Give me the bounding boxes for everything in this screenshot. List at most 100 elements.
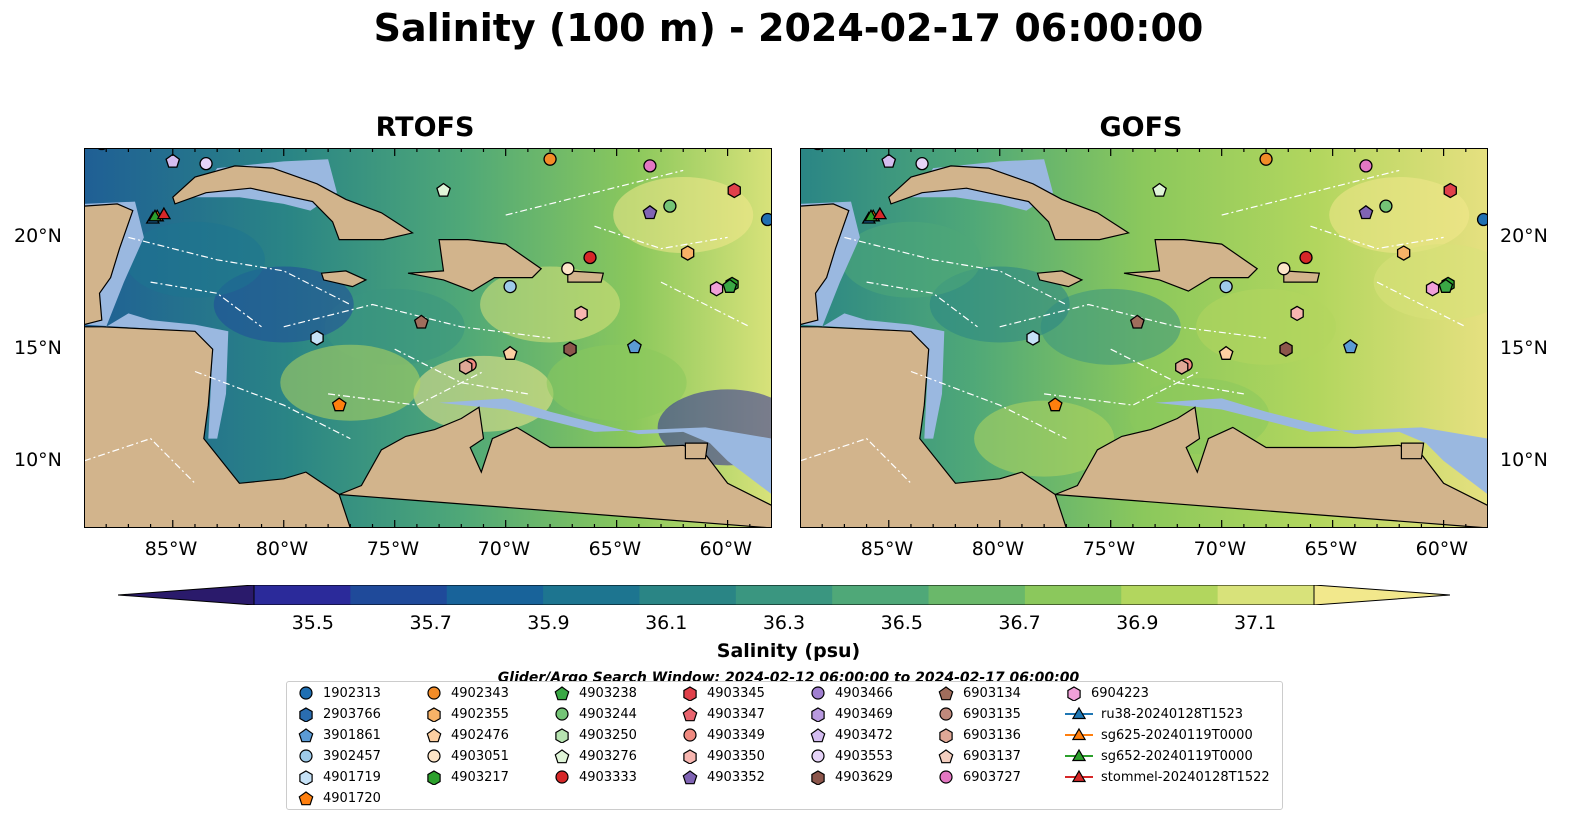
legend-label: 4903466 — [835, 685, 893, 701]
colorbar-tick-label: 35.7 — [409, 612, 452, 634]
colorbar-bin — [735, 585, 833, 605]
lat-tick-label-left: 15°N — [14, 337, 62, 360]
salinity-patch — [974, 400, 1115, 477]
legend-label: 4903350 — [707, 748, 765, 764]
eez-boundary — [328, 370, 484, 406]
colorbar-extend-high — [1313, 585, 1450, 605]
legend-item: sg652-20240119T0000 — [1065, 748, 1253, 764]
legend-item: 4903350 — [681, 748, 765, 764]
land-trinidad — [1400, 442, 1425, 460]
panel-title-rtofs: RTOFS — [375, 112, 475, 143]
legend-label: 4903349 — [707, 727, 765, 743]
legend-item: sg625-20240119T0000 — [1065, 727, 1253, 743]
land-cuba — [172, 165, 415, 241]
legend-marker-triangle-icon — [1065, 706, 1093, 720]
legend-label: 6903136 — [963, 727, 1021, 743]
map-rtofs — [84, 148, 772, 528]
marker-4902476 — [1218, 345, 1234, 360]
marker-4902343 — [1259, 152, 1273, 166]
legend-marker-hexagon-icon — [299, 770, 313, 785]
land-yucatan — [800, 203, 850, 326]
land-puertoRico — [1283, 270, 1321, 283]
legend-item: 4903250 — [553, 727, 637, 743]
lon-tick-label: 60°W — [699, 538, 753, 560]
legend-label: 4903469 — [835, 706, 893, 722]
eez-boundary — [660, 281, 751, 328]
legend-label: 4903345 — [707, 685, 765, 701]
legend-marker-pentagon-icon — [554, 749, 570, 764]
marker-4903238 — [722, 278, 738, 293]
legend-label: 4903333 — [579, 769, 637, 785]
legend-item: 4902343 — [425, 685, 509, 701]
legend-item: 6903134 — [937, 685, 1021, 701]
legend-label: 4901720 — [323, 790, 381, 806]
legend-item: 4903276 — [553, 748, 637, 764]
eez-boundary — [1044, 370, 1200, 406]
legend-item: 6903137 — [937, 748, 1021, 764]
lon-tick-label: 80°W — [255, 538, 309, 560]
land-jamaica — [320, 270, 368, 288]
eez-boundary — [910, 370, 1067, 440]
legend-marker-pentagon-icon — [810, 728, 826, 743]
colorbar-bin — [446, 585, 544, 605]
legend-marker-circle-icon — [427, 749, 441, 763]
land-centralAm — [800, 326, 1067, 528]
legend-label: 4903238 — [579, 685, 637, 701]
marker-4903350 — [574, 305, 588, 322]
legend-item: 1902313 — [297, 685, 381, 701]
legend-label: 2903766 — [323, 706, 381, 722]
legend-label: 4902476 — [451, 727, 509, 743]
marker-6903136 — [1175, 359, 1189, 375]
land-centralAm — [84, 326, 351, 528]
marker-4902355 — [680, 245, 695, 261]
legend-label: 4903347 — [707, 706, 765, 722]
salinity-patch — [546, 344, 687, 421]
eez-boundary — [283, 303, 551, 339]
lon-tick-label: 85°W — [144, 538, 198, 560]
legend-marker-pentagon-icon — [938, 686, 954, 701]
legend-item: 6903136 — [937, 727, 1021, 743]
colorbar-tick-label: 35.5 — [291, 612, 335, 634]
legend-label: 4902343 — [451, 685, 509, 701]
marker-4903051 — [561, 262, 575, 276]
legend-item: 4903347 — [681, 706, 765, 722]
legend-item: 4901720 — [297, 790, 381, 806]
salinity-patch — [840, 221, 981, 298]
marker-1902313 — [760, 212, 772, 227]
legend-label: 3902457 — [323, 748, 381, 764]
legend-marker-triangle-icon — [1065, 769, 1093, 783]
marker-stommel-20240128T1522 — [156, 206, 172, 220]
lon-tick-label: 85°W — [860, 538, 914, 560]
eez-boundary — [1376, 281, 1467, 328]
legend-marker-circle-icon — [427, 686, 441, 700]
main-title: Salinity (100 m) - 2024-02-17 06:00:00 — [373, 6, 1204, 50]
marker-4902476 — [502, 345, 518, 360]
map-gofs — [800, 148, 1488, 528]
legend-label: 4903629 — [835, 769, 893, 785]
legend-label: 6903135 — [963, 706, 1021, 722]
legend-marker-pentagon-icon — [554, 686, 570, 701]
marker-6903134 — [1129, 314, 1145, 329]
legend-label: 4903472 — [835, 727, 893, 743]
colorbar-bin — [639, 585, 737, 605]
colorbar-tick-label: 36.3 — [762, 612, 806, 634]
eez-boundary — [800, 437, 912, 484]
land-cuba — [888, 165, 1131, 241]
legend-label: 3901861 — [323, 727, 381, 743]
salinity-patch — [280, 344, 421, 421]
eez-boundary — [844, 236, 1067, 306]
legend-label: 4903217 — [451, 769, 509, 785]
marker-4903553 — [199, 156, 213, 171]
legend-item: 4903349 — [681, 727, 765, 743]
marker-4901720 — [331, 397, 347, 412]
lon-tick-label: 65°W — [588, 538, 642, 560]
colorbar-tick-label: 36.7 — [998, 612, 1041, 634]
marker-4901719 — [310, 330, 324, 346]
legend-label: 6904223 — [1091, 685, 1149, 701]
legend-label: sg652-20240119T0000 — [1101, 748, 1253, 764]
legend-marker-circle-icon — [555, 770, 569, 784]
legend-item: 4903333 — [553, 769, 637, 785]
legend-item: ru38-20240128T1523 — [1065, 706, 1243, 722]
land-trinidad — [684, 442, 709, 460]
colorbar-tick-label: 37.1 — [1233, 612, 1277, 634]
